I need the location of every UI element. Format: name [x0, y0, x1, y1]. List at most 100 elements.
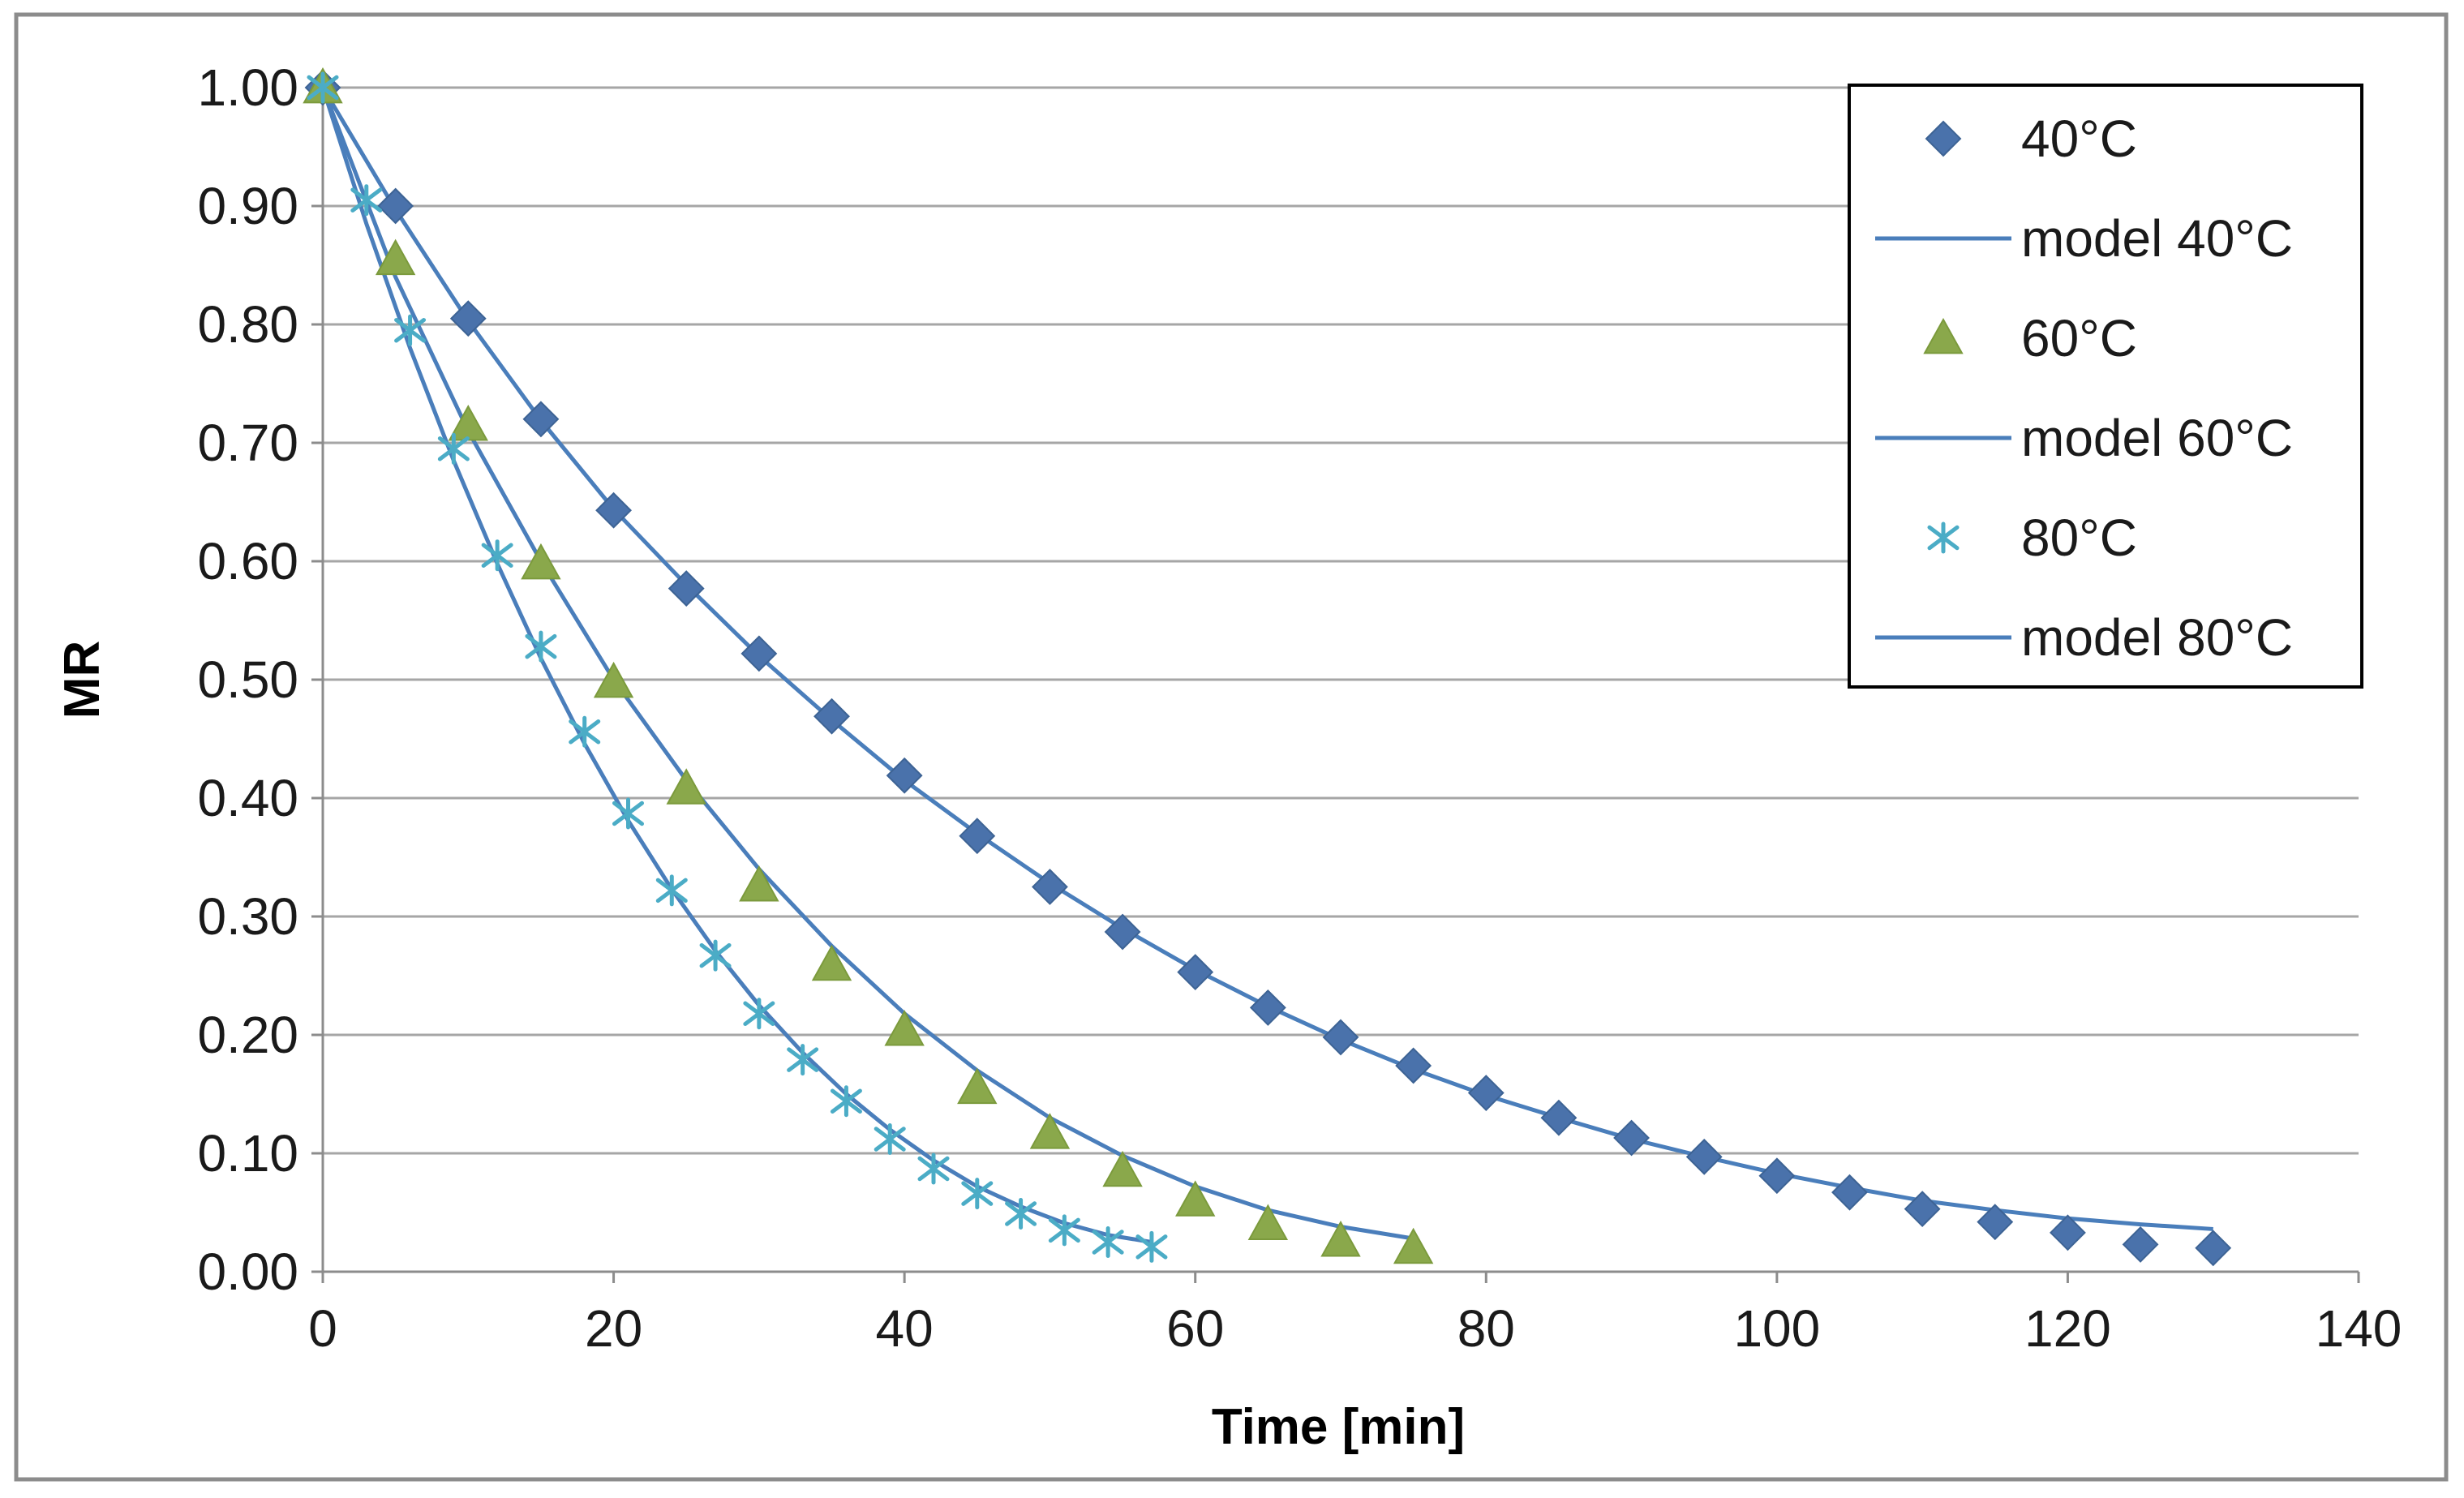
y-tick-label: 0.20 [197, 1006, 298, 1064]
data-point-40c [740, 635, 778, 672]
data-point-60c [1175, 1180, 1216, 1217]
x-tick-label: 100 [1733, 1299, 1820, 1358]
legend-label: model 80°C [2021, 608, 2293, 667]
data-point-40c [1249, 989, 1286, 1026]
data-point-80c [569, 715, 601, 748]
series-line-model-80c [320, 87, 1153, 1244]
legend-box [1848, 84, 2363, 689]
data-point-80c [1005, 1197, 1037, 1230]
x-tick-label: 0 [308, 1299, 337, 1358]
data-point-80c [830, 1085, 862, 1118]
data-point-80c [787, 1044, 819, 1076]
x-tick-label: 40 [876, 1299, 934, 1358]
x-axis-title: Time [min] [1212, 1399, 1465, 1455]
legend: 40°C model 40°C 60°C model 60°C 80°C model 80… [1848, 84, 2363, 689]
legend-label: model 60°C [2021, 409, 2293, 467]
data-point-80c [874, 1122, 906, 1155]
legend-entry-40c: 40°C [1925, 109, 2137, 168]
data-point-80c [307, 71, 339, 104]
data-point-80c [961, 1178, 994, 1210]
data-point-80c [655, 874, 688, 907]
data-point-40c [886, 757, 923, 794]
x-tick-label: 20 [585, 1299, 642, 1358]
data-point-80c [699, 939, 732, 972]
data-point-60c [375, 238, 416, 276]
data-point-40c [1395, 1047, 1432, 1084]
y-tick-label: 0.60 [197, 532, 298, 590]
y-tick-label: 0.80 [197, 295, 298, 354]
data-point-40c [668, 570, 705, 607]
legend-label: 40°C [2021, 109, 2137, 168]
data-point-40c [1904, 1191, 1941, 1228]
x-tick-label: 120 [2024, 1299, 2111, 1358]
data-point-60c [739, 865, 779, 902]
legend-entry-60c: 60°C [1923, 309, 2137, 367]
data-point-80c [612, 797, 644, 830]
data-point-60c [811, 944, 852, 981]
data-point-60c [1029, 1113, 1071, 1149]
legend-marker-swatch [1923, 317, 1964, 354]
y-axis-title: MR [54, 641, 110, 719]
data-point-60c [593, 661, 634, 698]
data-point-40c [1831, 1174, 1868, 1211]
legend-label: model 40°C [2021, 209, 2293, 268]
legend-marker-swatch [1927, 522, 1960, 554]
data-point-40c [377, 187, 414, 225]
y-tick-label: 0.90 [197, 177, 298, 235]
legend-entry-80c: 80°C [1927, 509, 2137, 567]
data-point-80c [1048, 1214, 1080, 1247]
y-tick-label: 0.70 [197, 414, 298, 472]
data-point-80c [350, 184, 383, 217]
x-tick-label: 60 [1166, 1299, 1224, 1358]
data-point-60c [1102, 1150, 1143, 1187]
series-line-model-60c [320, 87, 1414, 1241]
data-point-80c [1135, 1230, 1168, 1263]
series-80c [307, 71, 1168, 1263]
legend-entry-model-60c: model 60°C [1875, 409, 2293, 467]
y-tick-label: 0.50 [197, 650, 298, 709]
data-point-60c [884, 1010, 925, 1046]
data-point-60c [1320, 1220, 1361, 1257]
plot-area [303, 67, 2232, 1267]
data-point-40c [1467, 1075, 1505, 1111]
x-tick-label: 80 [1457, 1299, 1515, 1358]
data-point-40c [449, 300, 487, 337]
data-point-60c [1393, 1227, 1434, 1264]
legend-label: 60°C [2021, 309, 2137, 367]
data-point-40c [595, 491, 632, 529]
data-point-40c [813, 697, 850, 735]
data-point-40c [1540, 1099, 1578, 1136]
data-point-40c [2122, 1226, 2159, 1263]
data-point-80c [525, 630, 557, 663]
data-point-40c [1758, 1157, 1796, 1195]
legend-entry-model-80c: model 80°C [1875, 608, 2293, 667]
data-point-80c [481, 539, 513, 572]
data-point-80c [437, 432, 470, 465]
data-point-40c [2195, 1230, 2232, 1267]
data-point-80c [1092, 1226, 1124, 1258]
data-point-40c [522, 401, 560, 438]
y-tick-label: 1.00 [197, 58, 298, 117]
x-tick-label: 140 [2316, 1299, 2402, 1358]
data-point-60c [521, 543, 561, 580]
tick-labels: 0.00 0.10 0.20 0.30 0.40 0.50 0.60 0.70 0.80 0.90… [197, 58, 2402, 1358]
y-tick-label: 0.30 [197, 887, 298, 946]
y-tick-label: 0.10 [197, 1124, 298, 1183]
data-point-60c [666, 768, 706, 805]
y-tick-label: 0.40 [197, 769, 298, 827]
data-point-40c [1977, 1204, 2014, 1241]
legend-label: 80°C [2021, 509, 2137, 567]
data-point-60c [957, 1067, 998, 1105]
data-point-80c [743, 998, 775, 1030]
data-point-80c [917, 1152, 950, 1185]
data-point-40c [959, 818, 996, 855]
data-point-40c [1685, 1138, 1723, 1175]
legend-entry-model-40c: model 40°C [1875, 209, 2293, 268]
data-point-40c [1032, 869, 1068, 905]
y-tick-label: 0.00 [197, 1243, 298, 1301]
data-point-40c [1104, 913, 1141, 951]
data-point-40c [1322, 1019, 1359, 1056]
data-point-80c [394, 314, 427, 346]
